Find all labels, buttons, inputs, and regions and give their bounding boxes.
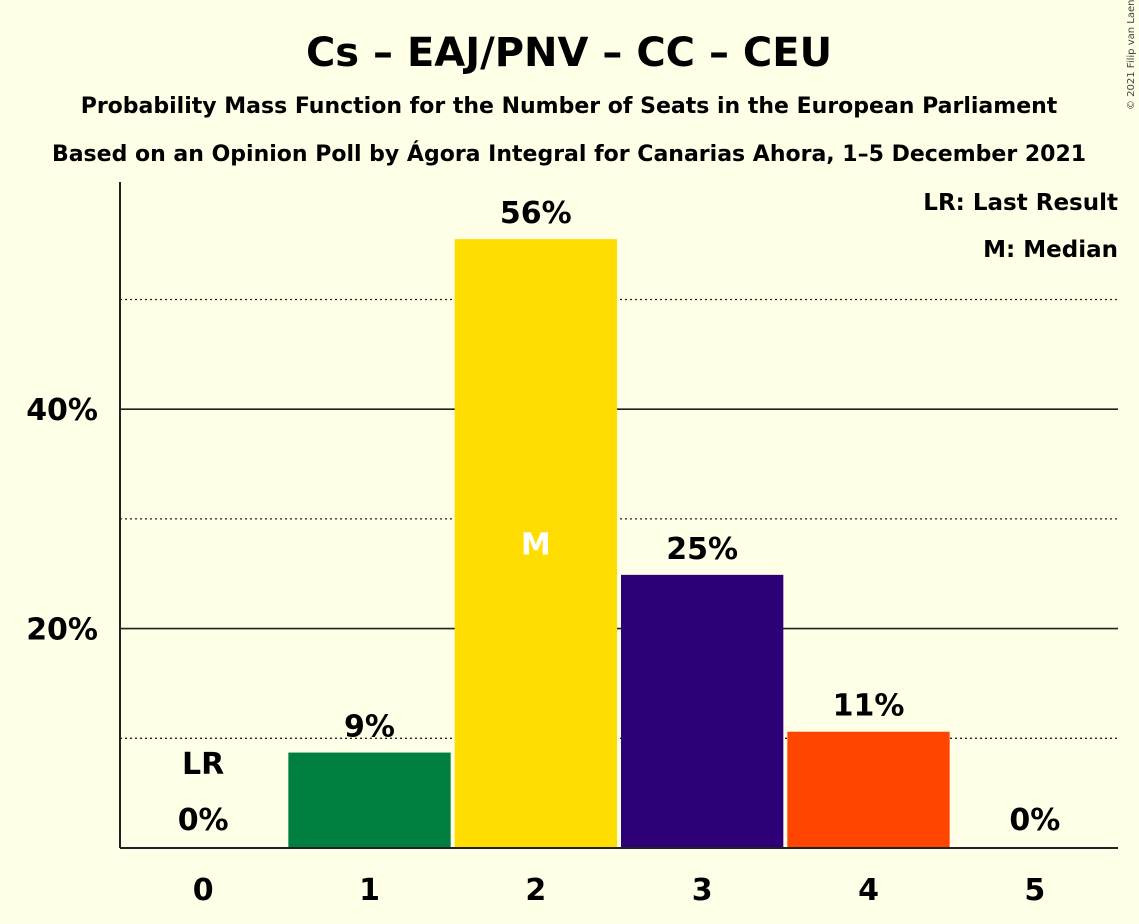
data-label: 56%	[500, 196, 572, 231]
data-label: 0%	[1009, 803, 1060, 838]
median-marker: M	[521, 528, 551, 563]
copyright-text: © 2021 Filip van Laenen	[1126, 0, 1137, 110]
gridlines	[120, 298, 1118, 739]
y-tick-label: 40%	[26, 393, 98, 428]
data-label: 0%	[178, 803, 229, 838]
x-tick-label: 0	[193, 873, 214, 908]
x-tick-label: 2	[525, 873, 546, 908]
data-labels: 0% LR 9% 56% M 25% 11% 0%	[178, 196, 1061, 838]
bar	[621, 574, 784, 848]
axes: 20% 40% 0 1 2 3 4 5	[26, 182, 1118, 908]
bar	[454, 239, 617, 849]
bar	[288, 752, 451, 848]
x-tick-label: 4	[858, 873, 879, 908]
chart-subtitle-source: Based on an Opinion Poll by Ágora Integr…	[52, 141, 1086, 167]
chart-subtitle: Probability Mass Function for the Number…	[81, 94, 1058, 119]
legend-last-result: LR: Last Result	[923, 190, 1118, 216]
bars	[288, 239, 950, 849]
data-label: 25%	[666, 532, 738, 567]
x-tick-label: 5	[1024, 873, 1045, 908]
data-label: 11%	[833, 689, 905, 724]
y-tick-label: 20%	[26, 613, 98, 648]
data-label: 9%	[344, 710, 395, 745]
bar	[787, 731, 950, 848]
last-result-marker: LR	[182, 747, 224, 782]
x-tick-label: 1	[359, 873, 380, 908]
x-tick-label: 3	[692, 873, 713, 908]
chart-title: Cs – EAJ/PNV – CC – CEU	[306, 30, 832, 76]
legend-median: M: Median	[983, 237, 1118, 263]
